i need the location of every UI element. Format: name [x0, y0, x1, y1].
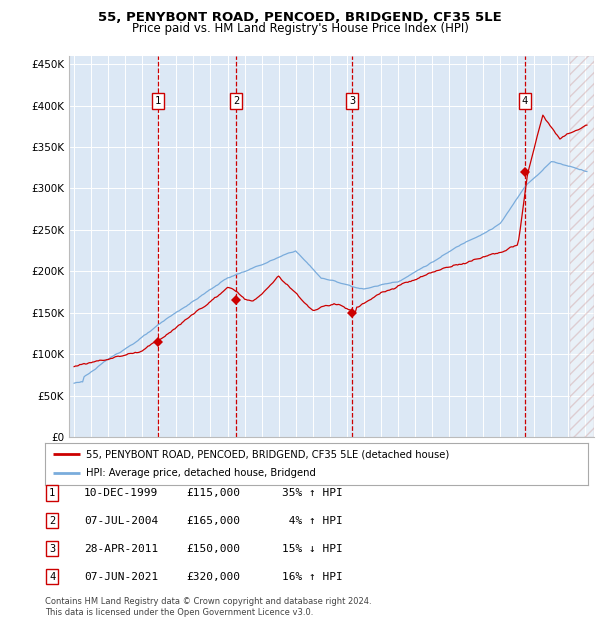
- Text: 16% ↑ HPI: 16% ↑ HPI: [282, 572, 343, 582]
- Text: 1: 1: [155, 96, 161, 107]
- Text: 4: 4: [49, 572, 55, 582]
- Text: 55, PENYBONT ROAD, PENCOED, BRIDGEND, CF35 5LE (detached house): 55, PENYBONT ROAD, PENCOED, BRIDGEND, CF…: [86, 449, 449, 459]
- Text: 28-APR-2011: 28-APR-2011: [84, 544, 158, 554]
- Bar: [570, 56, 594, 437]
- Text: 35% ↑ HPI: 35% ↑ HPI: [282, 488, 343, 498]
- Text: Price paid vs. HM Land Registry's House Price Index (HPI): Price paid vs. HM Land Registry's House …: [131, 22, 469, 35]
- Text: 07-JUL-2004: 07-JUL-2004: [84, 516, 158, 526]
- Text: Contains HM Land Registry data © Crown copyright and database right 2024.
This d: Contains HM Land Registry data © Crown c…: [45, 598, 371, 617]
- Text: 3: 3: [49, 544, 55, 554]
- Text: £165,000: £165,000: [186, 516, 240, 526]
- Text: 4% ↑ HPI: 4% ↑ HPI: [282, 516, 343, 526]
- Text: 15% ↓ HPI: 15% ↓ HPI: [282, 544, 343, 554]
- Text: 4: 4: [521, 96, 528, 107]
- Text: HPI: Average price, detached house, Bridgend: HPI: Average price, detached house, Brid…: [86, 469, 316, 479]
- Text: 3: 3: [349, 96, 355, 107]
- Text: £320,000: £320,000: [186, 572, 240, 582]
- Text: 07-JUN-2021: 07-JUN-2021: [84, 572, 158, 582]
- Text: 55, PENYBONT ROAD, PENCOED, BRIDGEND, CF35 5LE: 55, PENYBONT ROAD, PENCOED, BRIDGEND, CF…: [98, 11, 502, 24]
- Text: 2: 2: [49, 516, 55, 526]
- Text: £150,000: £150,000: [186, 544, 240, 554]
- Text: 10-DEC-1999: 10-DEC-1999: [84, 488, 158, 498]
- Text: £115,000: £115,000: [186, 488, 240, 498]
- Text: 2: 2: [233, 96, 239, 107]
- Text: 1: 1: [49, 488, 55, 498]
